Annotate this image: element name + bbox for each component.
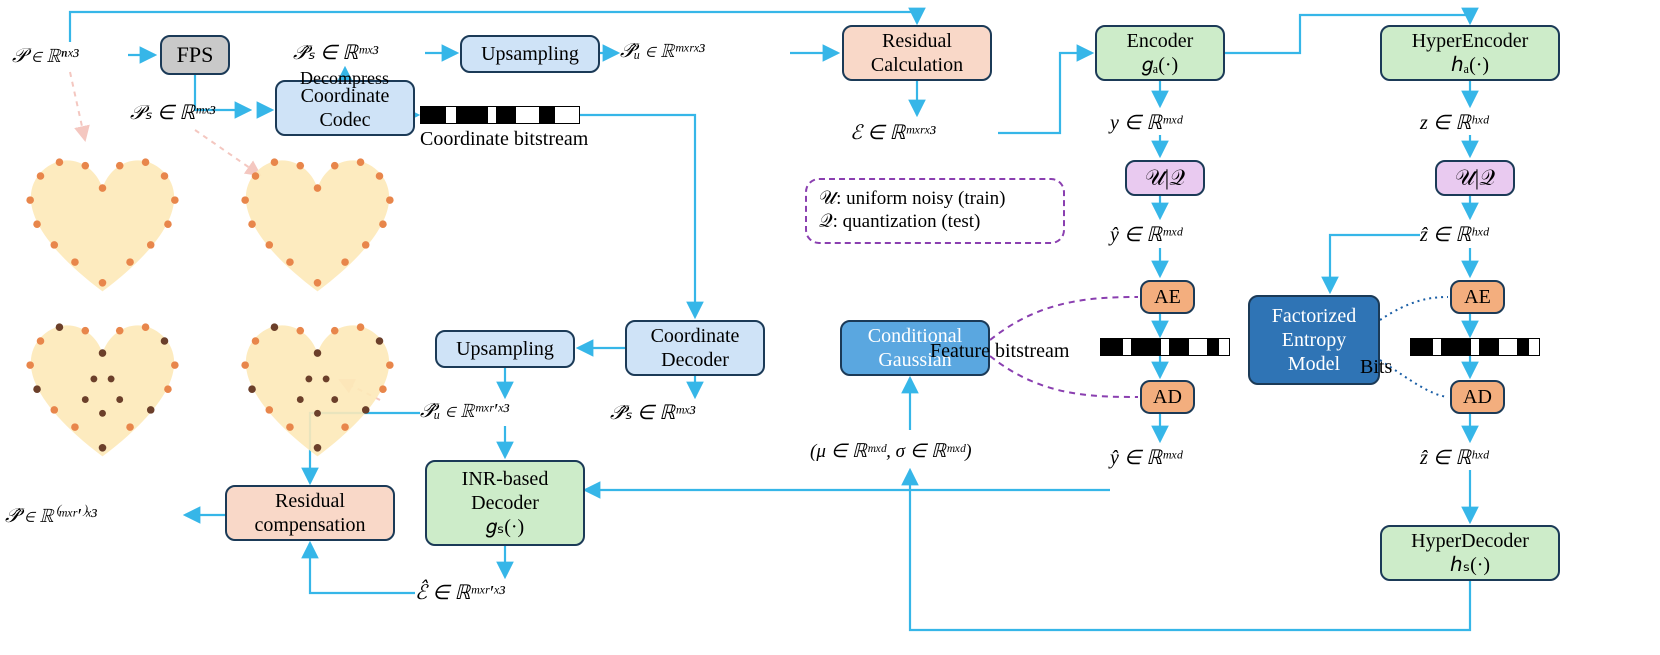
heart-p-in [15, 145, 190, 300]
p-out-label: 𝒫̂ ∈ ℝ⁽ᵐˣʳ′⁾ˣ³ [5, 505, 97, 528]
yhat2-label: ŷ ∈ ℝᵐˣᵈ [1110, 445, 1182, 470]
residual-calc-node: Residual Calculation [842, 25, 992, 81]
y-label: y ∈ ℝᵐˣᵈ [1110, 110, 1182, 135]
feature-bitstream-label: Feature bitstream [930, 340, 1069, 363]
e-hat-label: ℰ̂ ∈ ℝᵐˣʳ′ˣ³ [415, 580, 505, 605]
zhat2-label: ẑ ∈ ℝʰˣᵈ [1420, 445, 1489, 470]
hyperdecoder-node: HyperDecoder ℎₛ(·) [1380, 525, 1560, 581]
p-in-label: 𝒫 ∈ ℝⁿˣ³ [12, 45, 79, 68]
coord-bitstream [420, 106, 580, 124]
musigma-label: (μ ∈ ℝᵐˣᵈ, σ ∈ ℝᵐˣᵈ) [810, 440, 972, 463]
pu-hat2-label: 𝒫̂ᵤ ∈ ℝᵐˣʳ′ˣ³ [420, 400, 509, 423]
inr-decoder-node: INR-based Decoder 𝑔ₛ(·) [425, 460, 585, 546]
ps-hat-top-label: 𝒫̂ₛ ∈ ℝᵐˣ³ [293, 40, 378, 65]
fps-node: FPS [160, 35, 230, 75]
ps-label: 𝒫ₛ ∈ ℝᵐˣ³ [130, 100, 215, 125]
residual-comp-node: Residual compensation [225, 485, 395, 541]
coord-decoder-node: Coordinate Decoder [625, 320, 765, 376]
yhat1-label: ŷ ∈ ℝᵐˣᵈ [1110, 222, 1182, 247]
upsampling-top-node: Upsampling [460, 35, 600, 73]
z-label: z ∈ ℝʰˣᵈ [1420, 110, 1489, 135]
ad1-node: AD [1140, 380, 1195, 414]
uq-legend-line2: 𝒬: quantization (test) [819, 211, 980, 232]
uq1-node: 𝒰|𝒬 [1125, 160, 1205, 196]
decompress-label: Decompress [300, 68, 389, 89]
heart-ps [230, 145, 405, 300]
hyperencoder-node: HyperEncoder ℎₐ(·) [1380, 25, 1560, 81]
ae1-node: AE [1140, 280, 1195, 314]
bits-label: Bits [1360, 356, 1392, 379]
ps-hat-bot-label: 𝒫̂ₛ ∈ ℝᵐˣ³ [610, 400, 695, 425]
ad2-node: AD [1450, 380, 1505, 414]
ae2-node: AE [1450, 280, 1505, 314]
feature-bitstream [1100, 338, 1230, 356]
e-label: ℰ ∈ ℝᵐˣʳˣ³ [850, 120, 935, 145]
heart-p-out [15, 310, 190, 465]
zhat1-label: ẑ ∈ ℝʰˣᵈ [1420, 222, 1489, 247]
uq2-node: 𝒰|𝒬 [1435, 160, 1515, 196]
heart-pu [230, 310, 405, 465]
encoder-node: Encoder 𝑔ₐ(·) [1095, 25, 1225, 81]
pu-hat-label: 𝒫̂ᵤ ∈ ℝᵐˣʳˣ³ [620, 40, 705, 63]
hyper-bitstream [1410, 338, 1540, 356]
coord-bitstream-label: Coordinate bitstream [420, 128, 588, 151]
uq-legend: 𝒰: uniform noisy (train) 𝒬: quantization… [805, 178, 1065, 244]
uq-legend-line1: 𝒰: uniform noisy (train) [819, 188, 1006, 209]
upsampling-bot-node: Upsampling [435, 330, 575, 368]
